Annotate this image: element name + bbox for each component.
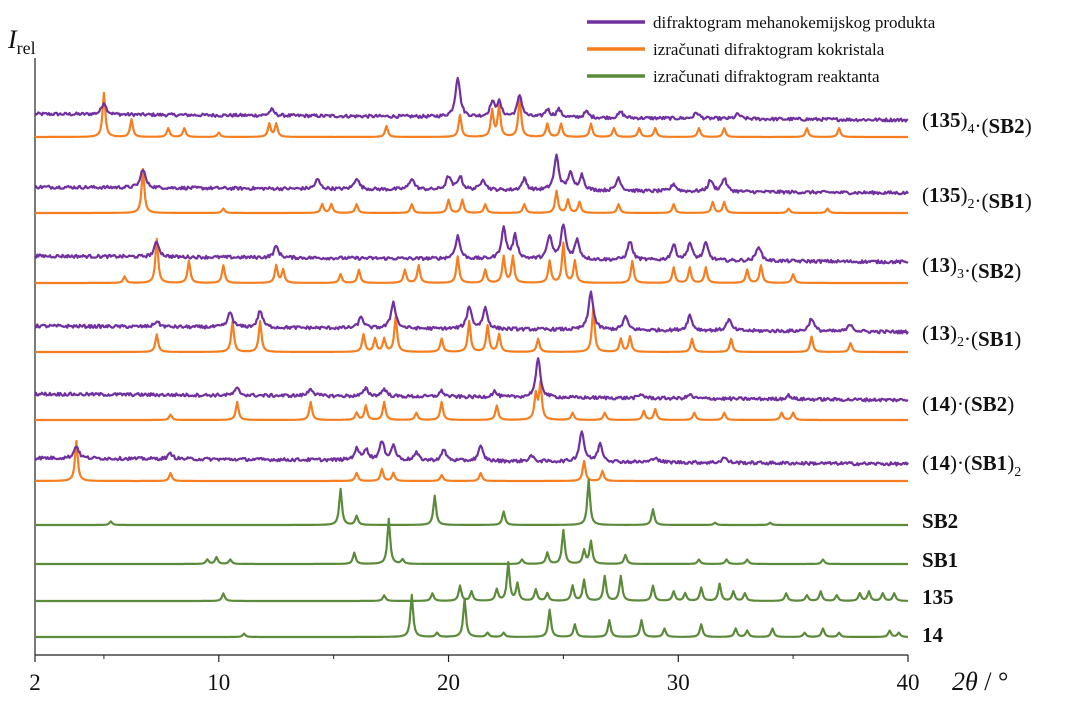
calculated-trace bbox=[35, 91, 908, 139]
trace-label: (13)3·(SB2) bbox=[922, 253, 1021, 283]
y-axis-label-sub: rel bbox=[17, 38, 36, 58]
trace-label: (13)2·(SB1) bbox=[922, 321, 1021, 351]
experimental-trace bbox=[34, 223, 909, 265]
legend-label: izračunati difraktogram kokristala bbox=[653, 40, 885, 59]
calculated-trace bbox=[35, 237, 908, 285]
x-axis-label-unit: / ° bbox=[978, 667, 1009, 696]
calculated-trace bbox=[35, 306, 908, 354]
traces bbox=[33, 76, 909, 639]
experimental-trace bbox=[34, 153, 909, 196]
trace-label: (135)2·(SB1) bbox=[922, 183, 1032, 213]
y-axis-label: Irel bbox=[7, 25, 36, 58]
x-tick-label: 2 bbox=[29, 670, 41, 695]
experimental-trace bbox=[34, 430, 909, 467]
experimental-trace bbox=[34, 290, 909, 335]
legend-label: izračunati difraktogram reaktanta bbox=[653, 67, 880, 86]
x-tick-label: 10 bbox=[207, 670, 230, 695]
calculated-trace bbox=[35, 517, 908, 566]
x-tick-label: 20 bbox=[437, 670, 460, 695]
legend-label: difraktogram mehanokemijskog produkta bbox=[653, 13, 936, 32]
trace-label: SB1 bbox=[922, 548, 958, 572]
trace-label: (135)4·(SB2) bbox=[922, 108, 1032, 138]
x-tick-label: 40 bbox=[897, 670, 920, 695]
experimental-trace bbox=[33, 357, 909, 403]
calculated-trace bbox=[35, 167, 908, 215]
calculated-trace bbox=[35, 593, 908, 639]
x-tick-label: 30 bbox=[667, 670, 690, 695]
calculated-trace bbox=[35, 561, 908, 603]
trace-labels: (135)4·(SB2) (135)2·(SB1) (13)3·(SB2) (13)2… bbox=[922, 108, 1032, 647]
x-axis-ticks: 2 10 20 30 40 bbox=[29, 655, 920, 695]
trace-label: 14 bbox=[922, 623, 944, 647]
trace-label: (14)·(SB2) bbox=[922, 392, 1014, 416]
calculated-trace bbox=[35, 478, 908, 527]
legend: difraktogram mehanokemijskog produkta izr… bbox=[587, 13, 936, 86]
y-axis-label-main: I bbox=[7, 25, 18, 54]
trace-label: (14)·(SB1)2 bbox=[922, 451, 1021, 480]
x-axis-label-theta: 2θ bbox=[952, 667, 978, 696]
trace-label: SB2 bbox=[922, 509, 958, 533]
x-axis-label: 2θ / ° bbox=[952, 667, 1008, 696]
calculated-trace bbox=[35, 380, 908, 422]
calculated-trace bbox=[35, 439, 908, 483]
experimental-trace bbox=[34, 76, 909, 123]
trace-label: 135 bbox=[922, 585, 954, 609]
